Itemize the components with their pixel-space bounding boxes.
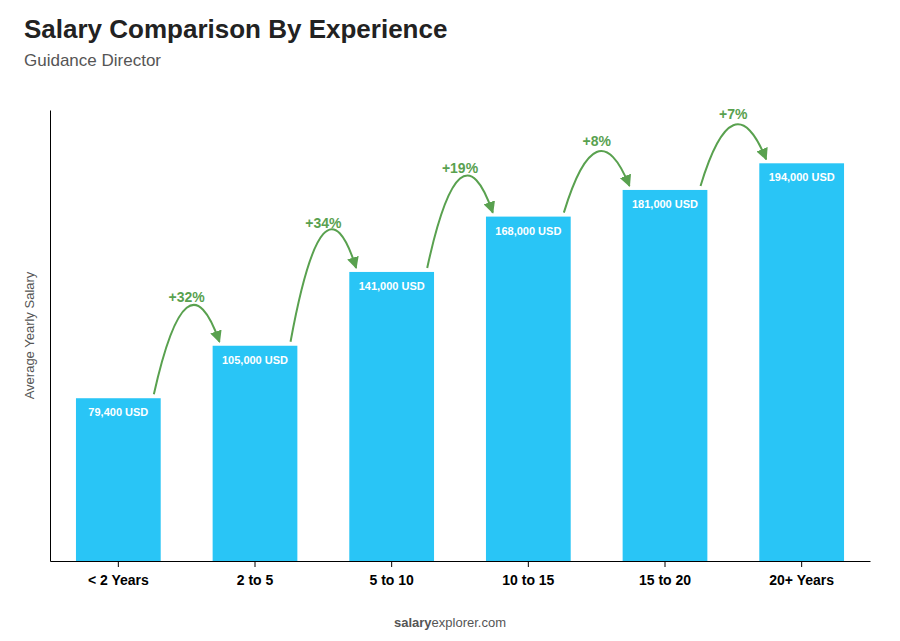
x-tick: 10 to 15 bbox=[502, 561, 554, 588]
plot-area bbox=[76, 163, 844, 561]
footer: salaryexplorer.com bbox=[394, 615, 506, 630]
data-label: 141,000 USD bbox=[359, 280, 425, 292]
x-tick-label: 2 to 5 bbox=[237, 572, 274, 588]
change-arrow bbox=[701, 124, 767, 186]
y-axis bbox=[50, 111, 51, 562]
data-labels: 79,400 USD 105,000 USD 141,000 USD 168,000 … bbox=[88, 171, 834, 418]
subtitle: Guidance Director bbox=[24, 51, 161, 70]
footer-part: explorer.com bbox=[432, 615, 506, 630]
change-arrow bbox=[154, 305, 220, 394]
change-label: +32% bbox=[169, 289, 206, 305]
change-label: +19% bbox=[442, 160, 479, 176]
data-label: 105,000 USD bbox=[222, 354, 288, 366]
footer-part: salary bbox=[394, 615, 432, 630]
x-tick-label: 10 to 15 bbox=[502, 572, 554, 588]
title: Salary Comparison By Experience bbox=[24, 14, 447, 44]
annotations: +32% +34% +19% +8% +7% bbox=[154, 106, 766, 394]
change-arrow bbox=[291, 229, 357, 342]
data-label: 79,400 USD bbox=[88, 406, 148, 418]
data-label: 181,000 USD bbox=[632, 198, 698, 210]
x-tick-mark bbox=[391, 561, 392, 567]
y-axis-title: Average Yearly Salary bbox=[22, 271, 37, 399]
x-tick-mark bbox=[118, 561, 119, 567]
x-axis-line bbox=[51, 561, 871, 562]
bar bbox=[759, 163, 844, 561]
x-tick-label: 15 to 20 bbox=[639, 572, 691, 588]
y-axis-line bbox=[50, 111, 51, 562]
x-tick-mark bbox=[255, 561, 256, 567]
change-arrow bbox=[427, 175, 493, 267]
x-axis: < 2 Years 2 to 5 5 to 10 10 to 15 15 to 20 20… bbox=[51, 561, 871, 588]
x-tick: 15 to 20 bbox=[639, 561, 691, 588]
x-tick: 20+ Years bbox=[769, 561, 834, 588]
data-label: 168,000 USD bbox=[495, 225, 561, 237]
data-label: 194,000 USD bbox=[769, 171, 835, 183]
change-label: +34% bbox=[305, 215, 342, 231]
x-tick-label: < 2 Years bbox=[88, 572, 149, 588]
x-tick-label: 5 to 10 bbox=[369, 572, 414, 588]
bar bbox=[213, 346, 298, 561]
bar bbox=[623, 190, 708, 561]
chart: Salary Comparison By Experience Guidance … bbox=[0, 0, 900, 641]
x-tick: 5 to 10 bbox=[369, 561, 414, 588]
bar bbox=[486, 217, 571, 561]
x-tick: 2 to 5 bbox=[237, 561, 274, 588]
change-label: +7% bbox=[719, 106, 748, 122]
x-tick: < 2 Years bbox=[88, 561, 149, 588]
change-label: +8% bbox=[582, 133, 611, 149]
x-tick-mark bbox=[665, 561, 666, 567]
x-tick-mark bbox=[801, 561, 802, 567]
bar bbox=[76, 398, 161, 561]
x-tick-label: 20+ Years bbox=[769, 572, 834, 588]
change-arrow bbox=[564, 151, 630, 213]
x-tick-mark bbox=[528, 561, 529, 567]
bar bbox=[349, 272, 434, 561]
